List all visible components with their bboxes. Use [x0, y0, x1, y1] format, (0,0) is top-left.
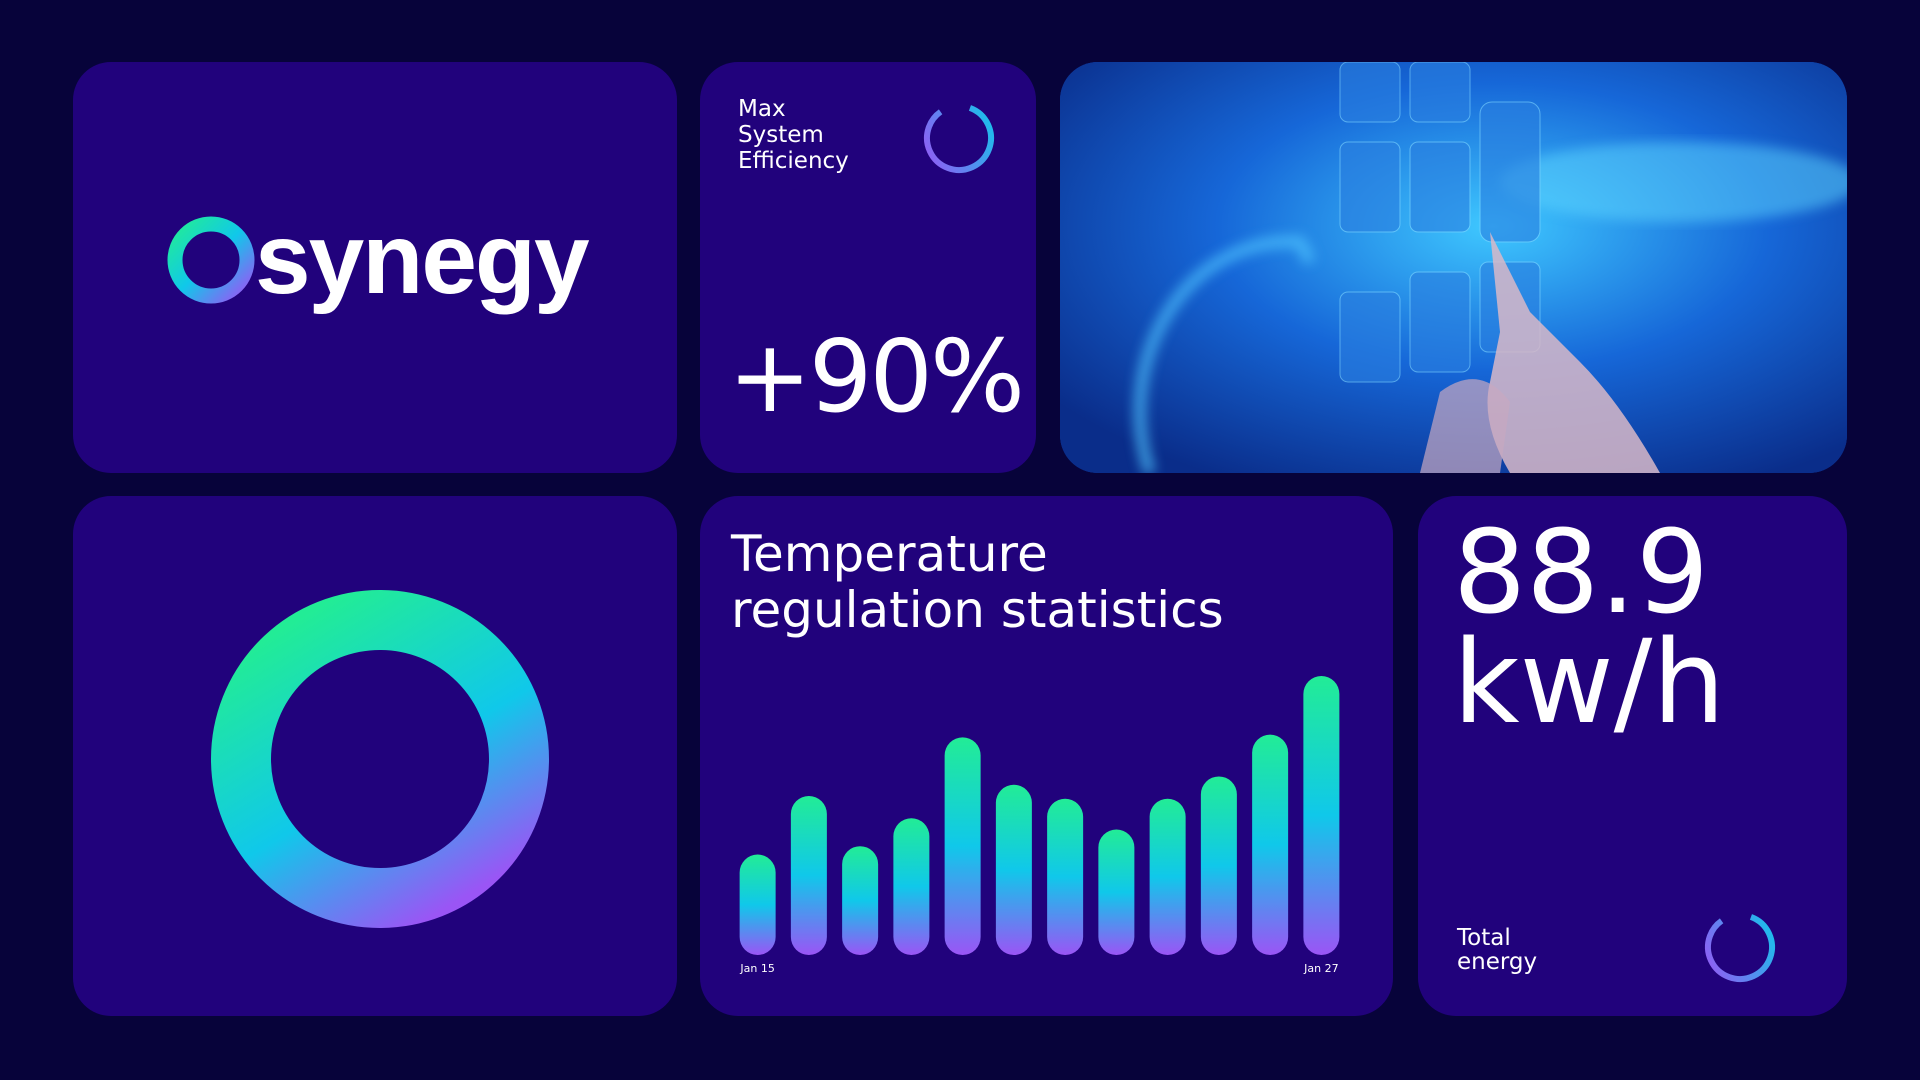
ring-card: [73, 496, 677, 1016]
chart-title: Temperature regulation statistics: [731, 525, 1224, 639]
bar: [1098, 829, 1135, 955]
logo-text: synegy: [255, 203, 590, 315]
bar: [1200, 776, 1237, 955]
temperature-card: Temperature regulation statistics Jan 15…: [700, 496, 1393, 1016]
energy-value: 88.9: [1453, 506, 1710, 640]
x-tick-label: Jan 15: [739, 962, 774, 975]
energy-card: 88.9 kw/h Total energy: [1418, 496, 1847, 1016]
bar-chart: Jan 15 Jan 27: [739, 676, 1340, 975]
logo-o: [167, 216, 255, 304]
photo: [1060, 62, 1847, 473]
logo-ring: [167, 216, 255, 304]
bar: [1149, 798, 1186, 955]
ring: [211, 590, 549, 928]
bar: [1047, 798, 1084, 955]
bar: [893, 818, 930, 955]
bar: [790, 795, 827, 955]
bar: [995, 784, 1032, 955]
ring-indicator: [924, 102, 994, 173]
ring-indicator: [1705, 912, 1775, 982]
efficiency-ring: [924, 102, 994, 173]
bar: [1303, 676, 1340, 955]
photo-card: [1060, 62, 1847, 473]
efficiency-value: +90%: [728, 318, 1025, 435]
bar: [739, 854, 776, 955]
logo-card: synegy: [73, 62, 677, 473]
bar: [1252, 734, 1289, 955]
efficiency-card: Max System Efficiency +90%: [700, 62, 1036, 473]
energy-label: Total energy: [1457, 925, 1538, 975]
x-tick-label: Jan 27: [1303, 962, 1338, 975]
bar: [944, 737, 981, 955]
efficiency-label: Max System Efficiency: [738, 96, 849, 174]
energy-unit: kw/h: [1453, 616, 1726, 750]
big-ring: [211, 590, 549, 928]
energy-ring: [1705, 912, 1775, 982]
bar: [842, 846, 879, 955]
